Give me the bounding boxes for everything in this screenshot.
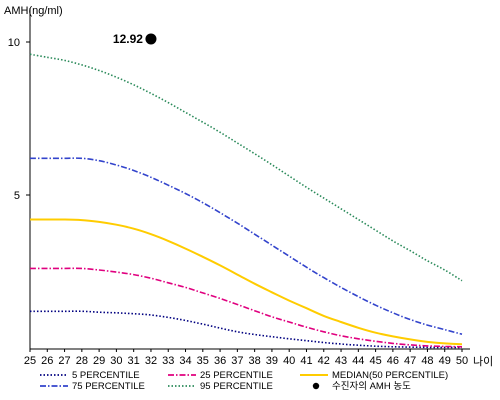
x-tick-label: 40 [283, 355, 295, 367]
x-tick-label: 32 [145, 355, 157, 367]
x-tick-label: 39 [266, 355, 278, 367]
y-axis-title: AMH(ng/ml) [4, 5, 63, 17]
legend-label: 25 PERCENTILE [200, 370, 273, 381]
x-tick-label: 31 [128, 355, 140, 367]
x-tick-label: 46 [387, 355, 399, 367]
series-layer [29, 53, 463, 349]
legend-label: 수진자의 AMH 농도 [332, 381, 411, 392]
series-line-1 [30, 267, 463, 348]
x-tick-label: 48 [421, 355, 433, 367]
x-tick-label: 42 [318, 355, 330, 367]
x-tick-label: 50 [456, 355, 468, 367]
x-tick-label: 34 [179, 355, 191, 367]
x-tick-label: 30 [110, 355, 122, 367]
x-axis-title: 나이 [473, 355, 493, 368]
x-tick-label: 45 [369, 355, 381, 367]
series-line-3 [29, 157, 463, 335]
y-tick-label: 10 [8, 37, 20, 49]
x-tick-label: 33 [162, 355, 174, 367]
legend-label: 95 PERCENTILE [200, 381, 273, 392]
x-tick-label: 44 [352, 355, 364, 367]
x-tick-label: 35 [197, 355, 209, 367]
legend-marker-symbol [312, 382, 320, 390]
x-tick-label: 27 [58, 355, 70, 367]
series-line-4 [29, 53, 463, 282]
x-tick-label: 41 [300, 355, 312, 367]
legend-label: MEDIAN(50 PERCENTILE) [332, 370, 448, 381]
x-tick-label: 49 [439, 355, 451, 367]
x-tick-label: 37 [231, 355, 243, 367]
patient-amh-marker [145, 33, 157, 45]
x-tick-label: 38 [249, 355, 261, 367]
x-tick-label: 47 [404, 355, 416, 367]
x-tick-label: 43 [335, 355, 347, 367]
marker-layer: 12.92 [113, 32, 157, 46]
y-tick-label: 5 [14, 190, 20, 202]
legend: 5 PERCENTILE 25 PERCENTILE MEDIAN(50 PERCE… [40, 370, 448, 392]
x-tick-label: 36 [214, 355, 226, 367]
series-line-0 [30, 310, 462, 349]
x-tick-label: 26 [41, 355, 53, 367]
x-tick-label: 28 [76, 355, 88, 367]
ticks-layer: 25 26 27 28 29 30 31 32 33 34 35 36 37 38 39 40 41 42 43 44… [8, 37, 468, 367]
legend-label: 75 PERCENTILE [72, 381, 145, 392]
x-tick-label: 29 [93, 355, 105, 367]
legend-label: 5 PERCENTILE [72, 370, 140, 381]
series-line-2 [30, 218, 463, 346]
x-tick-label: 25 [24, 355, 36, 367]
patient-amh-value-label: 12.92 [113, 32, 143, 46]
